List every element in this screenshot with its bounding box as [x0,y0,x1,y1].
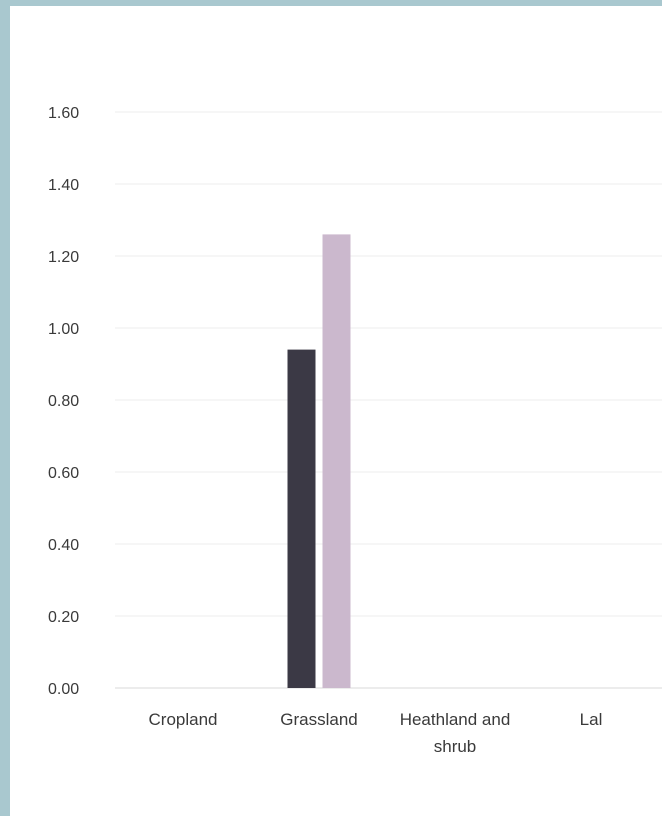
y-tick-label: 1.40 [48,177,79,194]
bars [287,234,351,688]
chart-panel: 0.00 0.20 0.40 0.60 0.80 1.00 1.20 1.40 1.60 Cro… [10,6,662,816]
y-tick-label: 1.00 [48,321,79,338]
y-tick-label: 0.80 [48,393,79,410]
x-tick-label: Cropland [149,710,218,729]
y-tick-label: 1.60 [48,105,79,122]
y-tick-label: 0.20 [48,609,79,626]
bar-chart: 0.00 0.20 0.40 0.60 0.80 1.00 1.20 1.40 1.60 Cro… [48,105,662,756]
bar-grassland-series-1 [287,349,316,688]
gridlines [115,111,662,689]
y-tick-label: 0.60 [48,465,79,482]
y-tick-label: 0.40 [48,537,79,554]
y-tick-label: 1.20 [48,249,79,266]
y-tick-label: 0.00 [48,681,79,698]
x-tick-label: Heathland and [400,710,511,729]
bar-grassland-series-2 [322,234,351,688]
x-tick-label: shrub [434,737,477,756]
x-tick-label: Grassland [280,710,357,729]
y-axis-ticks: 0.00 0.20 0.40 0.60 0.80 1.00 1.20 1.40 1.60 [48,105,79,698]
x-tick-label: Lal [580,710,603,729]
x-axis-labels: Cropland Grassland Heathland and shrub Lal [149,710,603,756]
